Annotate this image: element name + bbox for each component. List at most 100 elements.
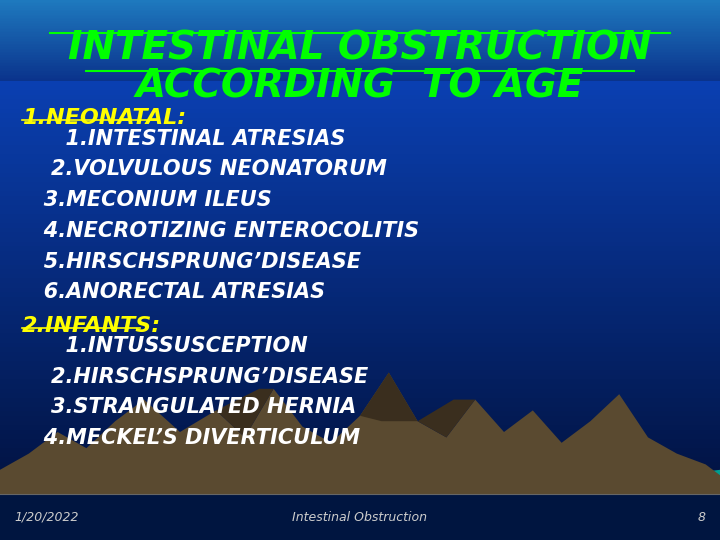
Bar xyxy=(0,292,720,297)
Text: 2.INFANTS:: 2.INFANTS: xyxy=(22,316,161,336)
Bar xyxy=(0,531,720,536)
Bar xyxy=(0,5,720,6)
Bar xyxy=(0,79,720,81)
Bar xyxy=(0,60,720,62)
Bar xyxy=(0,426,720,430)
Text: 2.VOLVULOUS NEONATORUM: 2.VOLVULOUS NEONATORUM xyxy=(22,159,387,179)
Polygon shape xyxy=(418,400,475,437)
Bar xyxy=(0,45,720,47)
Bar xyxy=(0,416,720,421)
Bar xyxy=(0,85,720,90)
Text: 3.MECONIUM ILEUS: 3.MECONIUM ILEUS xyxy=(22,190,271,210)
Bar xyxy=(0,34,720,36)
Bar xyxy=(0,104,720,109)
Bar xyxy=(0,55,720,57)
Bar xyxy=(0,57,720,58)
Bar xyxy=(0,18,720,19)
Bar xyxy=(0,210,720,214)
Bar xyxy=(0,508,720,512)
Bar xyxy=(0,23,720,24)
Bar xyxy=(0,333,720,338)
Bar xyxy=(0,485,720,489)
Bar xyxy=(0,40,720,42)
Bar xyxy=(0,379,720,384)
Bar xyxy=(0,182,720,186)
Bar xyxy=(0,407,720,411)
Bar xyxy=(0,467,720,471)
Bar xyxy=(0,150,720,154)
Polygon shape xyxy=(360,373,418,421)
Bar xyxy=(0,127,720,131)
Bar xyxy=(0,37,720,39)
Bar xyxy=(0,28,720,29)
Bar xyxy=(0,283,720,287)
Bar xyxy=(0,52,720,53)
Text: 2.HIRSCHSPRUNG’DISEASE: 2.HIRSCHSPRUNG’DISEASE xyxy=(22,367,368,387)
Bar xyxy=(0,164,720,168)
Bar xyxy=(0,6,720,8)
Text: 4.MECKEL’S DIVERTICULUM: 4.MECKEL’S DIVERTICULUM xyxy=(22,428,360,448)
Bar xyxy=(0,260,720,265)
Bar xyxy=(0,352,720,356)
Bar xyxy=(0,205,720,210)
Text: ACCORDING  TO AGE: ACCORDING TO AGE xyxy=(136,68,584,105)
Bar xyxy=(0,26,720,28)
Text: Intestinal Obstruction: Intestinal Obstruction xyxy=(292,511,428,524)
Bar xyxy=(0,63,720,65)
Bar xyxy=(0,310,720,315)
Bar xyxy=(0,342,720,347)
Bar xyxy=(0,457,720,462)
Bar xyxy=(0,375,720,379)
Bar xyxy=(0,8,720,10)
Bar xyxy=(0,90,720,95)
Bar xyxy=(0,71,720,73)
Bar xyxy=(0,109,720,113)
Bar xyxy=(0,68,720,70)
Bar xyxy=(0,526,720,531)
Bar xyxy=(0,44,720,45)
Bar xyxy=(0,439,720,444)
Bar xyxy=(0,81,720,85)
Bar xyxy=(0,370,720,375)
Bar xyxy=(0,402,720,407)
Bar xyxy=(0,136,720,140)
Bar xyxy=(0,287,720,292)
Bar xyxy=(0,122,720,127)
Bar xyxy=(0,78,720,79)
Bar xyxy=(0,481,720,485)
Bar xyxy=(0,279,720,283)
Bar xyxy=(0,145,720,150)
Bar xyxy=(0,306,720,310)
Text: 6.ANORECTAL ATRESIAS: 6.ANORECTAL ATRESIAS xyxy=(22,282,325,302)
Bar xyxy=(0,58,720,60)
Bar xyxy=(0,24,720,26)
Bar xyxy=(0,31,720,32)
Bar xyxy=(0,118,720,122)
Bar xyxy=(0,503,720,508)
Bar xyxy=(0,191,720,195)
Text: INTESTINAL OBSTRUCTION: INTESTINAL OBSTRUCTION xyxy=(68,30,652,68)
Bar xyxy=(0,338,720,342)
Bar xyxy=(0,32,720,34)
Bar xyxy=(0,66,720,68)
Bar xyxy=(0,195,720,200)
Bar xyxy=(0,49,720,50)
Bar xyxy=(0,53,720,55)
Bar xyxy=(0,99,720,104)
Text: 1/20/2022: 1/20/2022 xyxy=(14,511,79,524)
Bar xyxy=(0,219,720,224)
Text: 1.INTESTINAL ATRESIAS: 1.INTESTINAL ATRESIAS xyxy=(22,129,345,148)
Bar xyxy=(0,462,720,467)
Bar xyxy=(0,15,720,16)
Text: 1.INTUSSUSCEPTION: 1.INTUSSUSCEPTION xyxy=(22,336,307,356)
Bar xyxy=(0,214,720,219)
Bar xyxy=(0,113,720,118)
Bar xyxy=(0,76,720,78)
Bar xyxy=(0,499,720,503)
Bar xyxy=(0,301,720,306)
Bar xyxy=(0,397,720,402)
Bar xyxy=(0,154,720,159)
Bar xyxy=(0,430,720,434)
Bar xyxy=(0,255,720,260)
Bar xyxy=(0,297,720,301)
